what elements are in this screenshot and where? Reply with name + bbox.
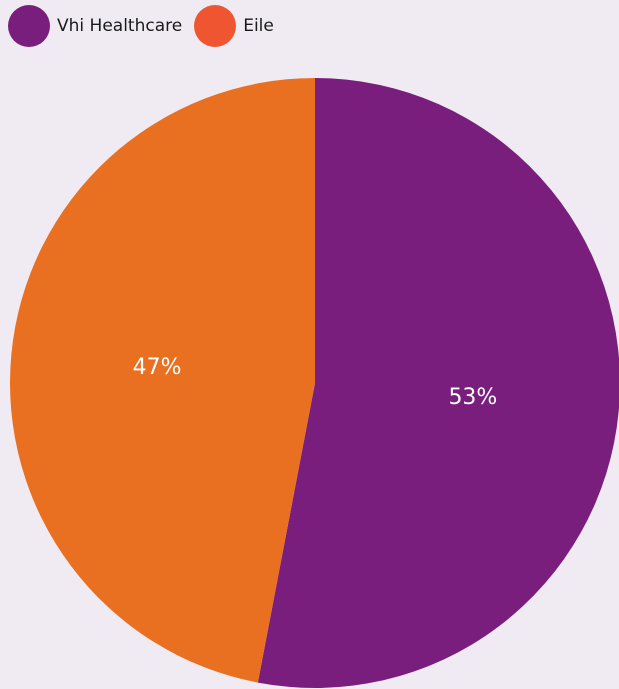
legend: Vhi Healthcare Eile [8,5,286,47]
legend-item-eile: Eile [194,5,274,47]
legend-swatch-vhi-healthcare [8,5,50,47]
legend-label-vhi-healthcare: Vhi Healthcare [57,16,183,36]
pie-slice-eile [9,77,315,683]
slice-label-eile: 47% [133,355,182,380]
legend-item-vhi-healthcare: Vhi Healthcare [8,5,182,47]
pie-slice-vhi-healthcare [257,78,619,688]
slice-label-vhi-healthcare: 53% [448,385,497,410]
legend-label-eile: Eile [243,16,274,36]
legend-swatch-eile [194,5,237,47]
